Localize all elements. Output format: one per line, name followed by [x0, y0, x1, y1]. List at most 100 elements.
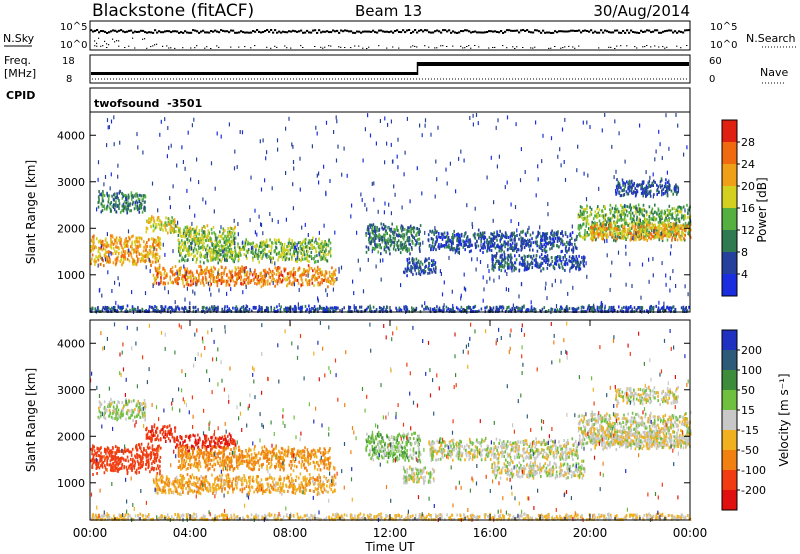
echo-cell: [311, 306, 313, 310]
echo-cell: [621, 218, 624, 222]
echo-cell: [194, 305, 197, 309]
sky-point: [548, 31, 551, 34]
echo-cell: [540, 263, 542, 267]
echo-cell: [333, 270, 336, 274]
echo-cell: [116, 195, 118, 199]
echo-cell: [224, 234, 226, 238]
echo-cell: [192, 273, 195, 277]
echo-cell: [649, 307, 651, 311]
search-point: [132, 37, 134, 39]
sky-point: [626, 29, 629, 32]
echo-cell: [601, 233, 604, 237]
sky-point: [370, 30, 373, 33]
echo-cell: [199, 272, 201, 276]
echo-cell: [134, 307, 137, 311]
echo-cell: [623, 235, 626, 239]
echo-cell: [542, 256, 545, 260]
echo-cell: [631, 220, 634, 224]
echo-cell: [158, 282, 161, 286]
echo-cell: [568, 246, 570, 250]
search-point: [468, 45, 470, 47]
echo-cell: [90, 259, 92, 263]
sky-point: [514, 29, 517, 32]
echo-cell: [511, 241, 514, 245]
echo-cell: [293, 254, 296, 258]
echo-cell: [311, 257, 313, 261]
echo-cell: [446, 231, 449, 235]
echo-cell: [588, 227, 590, 231]
echo-cell: [433, 245, 436, 249]
echo-cell: [254, 275, 257, 279]
echo-cell: [202, 235, 204, 239]
echo-cell: [96, 309, 99, 313]
echo-cell: [589, 228, 591, 232]
echo-cell: [417, 238, 419, 241]
echo-cell: [374, 239, 376, 243]
sky-point: [522, 29, 525, 31]
echo-cell: [184, 276, 186, 280]
echo-cell: [291, 243, 294, 247]
echo-cell: [621, 235, 624, 239]
echo-cell: [688, 305, 690, 309]
search-point: [494, 46, 496, 48]
echo-cell: [556, 308, 558, 312]
echo-cell: [500, 260, 503, 263]
sky-left-label: N.Sky: [3, 32, 35, 45]
echo-cell: [91, 235, 94, 239]
sky-point: [390, 30, 393, 33]
echo-cell: [116, 241, 118, 245]
search-point: [470, 47, 472, 49]
echo-cell: [353, 308, 356, 311]
echo-cell: [389, 227, 391, 231]
search-point: [512, 46, 514, 48]
echo-cell: [493, 242, 495, 246]
echo-cell: [380, 222, 382, 226]
echo-cell: [263, 274, 266, 278]
echo-cell: [462, 239, 464, 243]
echo-cell: [665, 216, 667, 220]
echo-cell: [438, 247, 441, 250]
echo-cell: [498, 234, 501, 237]
echo-cell: [170, 231, 172, 234]
echo-cell: [121, 306, 123, 310]
echo-cell: [310, 266, 313, 270]
sky-point: [462, 30, 465, 33]
sky-point: [508, 29, 511, 32]
search-point: [104, 40, 106, 42]
echo-cell: [97, 306, 99, 309]
echo-cell: [315, 277, 318, 281]
echo-cell: [135, 236, 138, 240]
echo-cell: [682, 305, 685, 309]
echo-cell: [501, 257, 503, 261]
sky-point: [138, 30, 141, 33]
echo-cell: [189, 235, 192, 238]
echo-cell: [511, 245, 514, 249]
echo-cell: [648, 230, 650, 234]
echo-cell: [533, 258, 536, 262]
echo-cell: [138, 207, 140, 211]
echo-cell: [213, 280, 216, 284]
echo-cell: [586, 219, 589, 223]
echo-cell: [419, 273, 422, 277]
echo-cell: [676, 209, 679, 213]
echo-cell: [182, 258, 185, 261]
echo-cell: [449, 248, 451, 252]
search-point: [218, 46, 220, 48]
echo-cell: [209, 256, 212, 260]
echo-cell: [130, 209, 132, 213]
echo-cell: [419, 230, 421, 234]
echo-cell: [576, 257, 578, 261]
echo-cell: [305, 278, 307, 282]
echo-cell: [518, 233, 521, 237]
echo-cell: [554, 309, 556, 313]
echo-cell: [172, 273, 174, 277]
echo-cell: [281, 280, 283, 284]
echo-cell: [616, 217, 619, 220]
echo-cell: [102, 258, 104, 262]
echo-cell: [478, 234, 480, 238]
echo-cell: [94, 307, 96, 311]
echo-cell: [577, 262, 579, 266]
echo-cell: [486, 239, 488, 243]
echo-cell: [154, 226, 157, 230]
echo-cell: [235, 305, 238, 309]
